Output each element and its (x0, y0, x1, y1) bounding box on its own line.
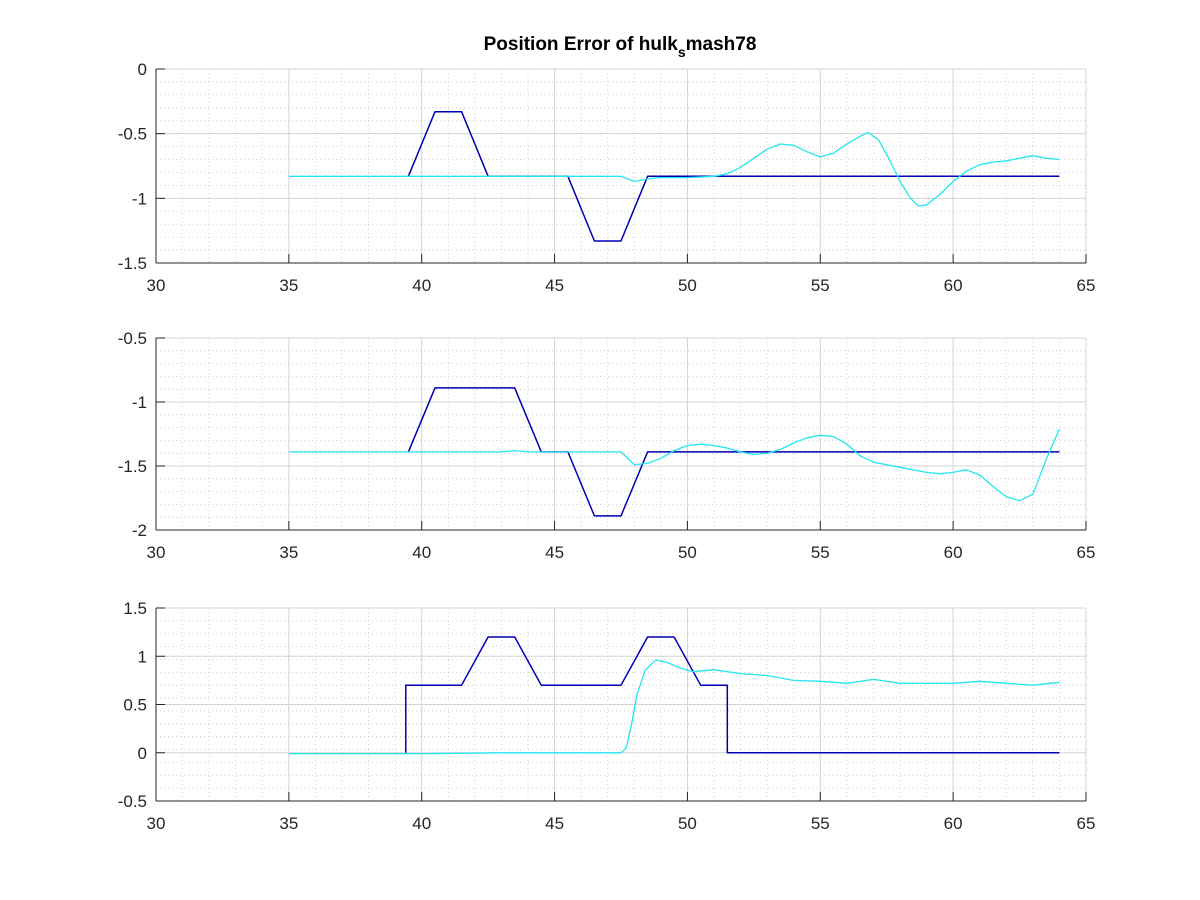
x-tick-label: 50 (678, 814, 697, 833)
x-tick-label: 45 (545, 814, 564, 833)
x-tick-label: 30 (147, 276, 166, 295)
y-tick-label: 0 (138, 60, 147, 79)
y-tick-label: -1 (132, 393, 147, 412)
x-tick-label: 35 (279, 276, 298, 295)
x-tick-label: 50 (678, 276, 697, 295)
x-tick-label: 55 (811, 276, 830, 295)
y-tick-label: 1.5 (123, 599, 147, 618)
actual-series-line (288, 131, 1060, 207)
minor-grid (156, 338, 1086, 530)
y-tick-label: -0.5 (118, 792, 147, 811)
x-tick-label: 65 (1077, 276, 1096, 295)
y-tick-label: 0.5 (123, 696, 147, 715)
x-tick-label: 30 (147, 814, 166, 833)
x-tick-label: 40 (412, 276, 431, 295)
x-tick-label: 55 (811, 543, 830, 562)
x-tick-label: 40 (412, 814, 431, 833)
x-tick-label: 35 (279, 543, 298, 562)
x-tick-label: 55 (811, 814, 830, 833)
x-tick-label: 45 (545, 276, 564, 295)
actual-series-line (288, 659, 1060, 755)
title-suffix: mash78 (686, 34, 757, 55)
x-tick-label: 50 (678, 543, 697, 562)
chart-title: Position Error of hulksmash78 (484, 34, 757, 60)
subplots: 30 35 40 45 50 55 60 65 -1.5 -1 -0.5 0 30 35 40 45 50 55 6… (118, 60, 1096, 833)
x-tick-label: 65 (1077, 814, 1096, 833)
y-tick-label: -1.5 (118, 254, 147, 273)
actual-series-line (288, 428, 1060, 502)
major-grid (155, 337, 1087, 531)
x-tick-label: 45 (545, 543, 564, 562)
subplot-3: 30 35 40 45 50 55 60 65 -0.5 0 0.5 1 1.5 (118, 599, 1096, 833)
x-tick-label: 60 (944, 814, 963, 833)
reference-series-line (405, 636, 1060, 754)
x-tick-label: 60 (944, 276, 963, 295)
x-tick-label: 40 (412, 543, 431, 562)
x-tick-label: 60 (944, 543, 963, 562)
y-tick-label: 0 (138, 744, 147, 763)
subplot-1: 30 35 40 45 50 55 60 65 -1.5 -1 -0.5 0 (118, 60, 1096, 295)
subplot-2: 30 35 40 45 50 55 60 65 -2 -1.5 -1 -0.5 (118, 329, 1096, 562)
title-main: Position Error of hulk (484, 34, 679, 55)
y-tick-label: -0.5 (118, 125, 147, 144)
x-tick-label: 35 (279, 814, 298, 833)
x-tick-label: 65 (1077, 543, 1096, 562)
y-tick-label: 1 (138, 647, 147, 666)
x-tick-label: 30 (147, 543, 166, 562)
y-tick-label: -1 (132, 189, 147, 208)
major-grid (155, 607, 1087, 802)
y-tick-label: -1.5 (118, 457, 147, 476)
y-tick-label: -0.5 (118, 329, 147, 348)
y-tick-label: -2 (132, 521, 147, 540)
title-subscript: s (678, 44, 686, 60)
